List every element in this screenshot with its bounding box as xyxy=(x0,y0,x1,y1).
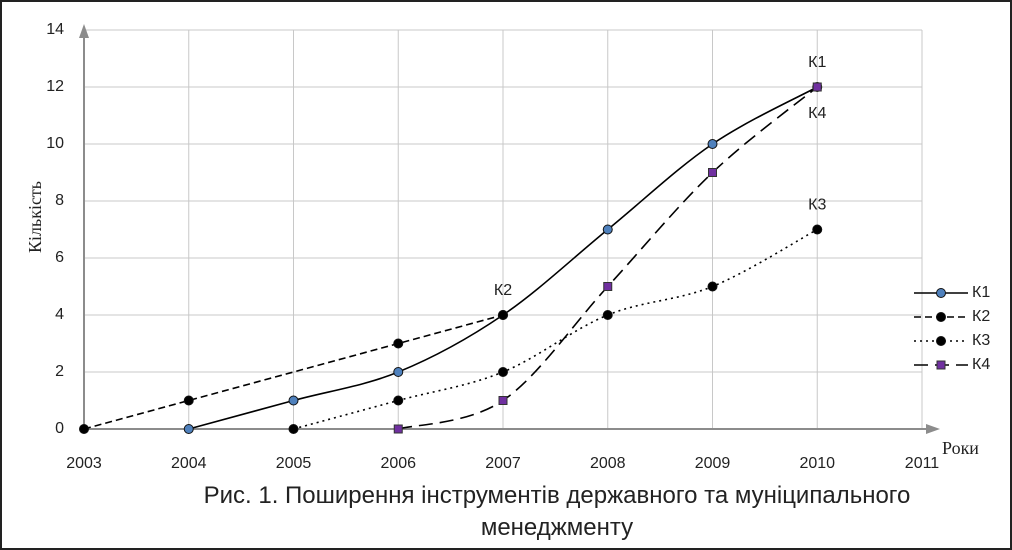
x-tick-label: 2008 xyxy=(590,455,626,472)
marker xyxy=(183,395,194,406)
annotation: К3 xyxy=(808,197,826,214)
x-tick-label: 2009 xyxy=(695,455,731,472)
marker xyxy=(603,282,613,291)
marker xyxy=(288,395,299,406)
marker xyxy=(393,338,404,349)
x-tick-label: 2003 xyxy=(66,455,102,472)
x-axis-arrow xyxy=(926,424,940,434)
marker xyxy=(707,281,718,292)
legend-label: К4 xyxy=(972,356,990,373)
x-tick-label: 2011 xyxy=(905,455,940,472)
y-axis-label: Кількість xyxy=(25,181,45,253)
marker xyxy=(183,424,194,434)
marker xyxy=(498,396,508,405)
x-tick-label: 2004 xyxy=(171,455,207,472)
y-tick-label: 12 xyxy=(46,78,64,95)
annotation: К1 xyxy=(808,54,826,71)
legend-marker xyxy=(936,288,946,298)
x-tick-label: 2007 xyxy=(485,455,521,472)
x-tick-label: 2010 xyxy=(799,455,835,472)
y-tick-label: 8 xyxy=(55,192,64,209)
annotation: К2 xyxy=(494,282,512,299)
y-tick-label: 14 xyxy=(46,21,64,38)
y-axis-arrow xyxy=(79,24,89,38)
marker xyxy=(79,424,89,434)
legend-marker xyxy=(936,312,946,322)
legend-label: К3 xyxy=(972,332,990,349)
marker xyxy=(498,310,508,320)
legend-label: К1 xyxy=(972,284,990,301)
y-tick-label: 4 xyxy=(55,306,64,323)
chart-title: Рис. 1. Поширення інструментів державног… xyxy=(203,482,911,541)
x-axis-label: Роки xyxy=(942,438,979,458)
marker xyxy=(393,395,404,406)
legend-label: К2 xyxy=(972,308,990,325)
annotation: К4 xyxy=(808,105,826,122)
marker xyxy=(393,367,404,377)
series-line xyxy=(293,228,818,430)
marker xyxy=(707,139,718,149)
marker xyxy=(393,424,403,434)
x-tick-label: 2005 xyxy=(276,455,312,472)
marker xyxy=(602,224,613,235)
marker xyxy=(812,224,823,235)
x-tick-label: 2006 xyxy=(380,455,416,472)
y-tick-label: 6 xyxy=(55,249,64,266)
series-line xyxy=(83,314,504,430)
marker xyxy=(288,424,299,434)
y-tick-label: 0 xyxy=(55,420,64,437)
marker xyxy=(602,310,613,320)
legend-marker xyxy=(936,336,946,346)
y-tick-label: 2 xyxy=(55,363,64,380)
marker xyxy=(498,367,508,377)
legend-marker xyxy=(936,360,946,370)
marker xyxy=(812,82,822,92)
marker xyxy=(708,168,717,177)
y-tick-label: 10 xyxy=(46,135,64,152)
